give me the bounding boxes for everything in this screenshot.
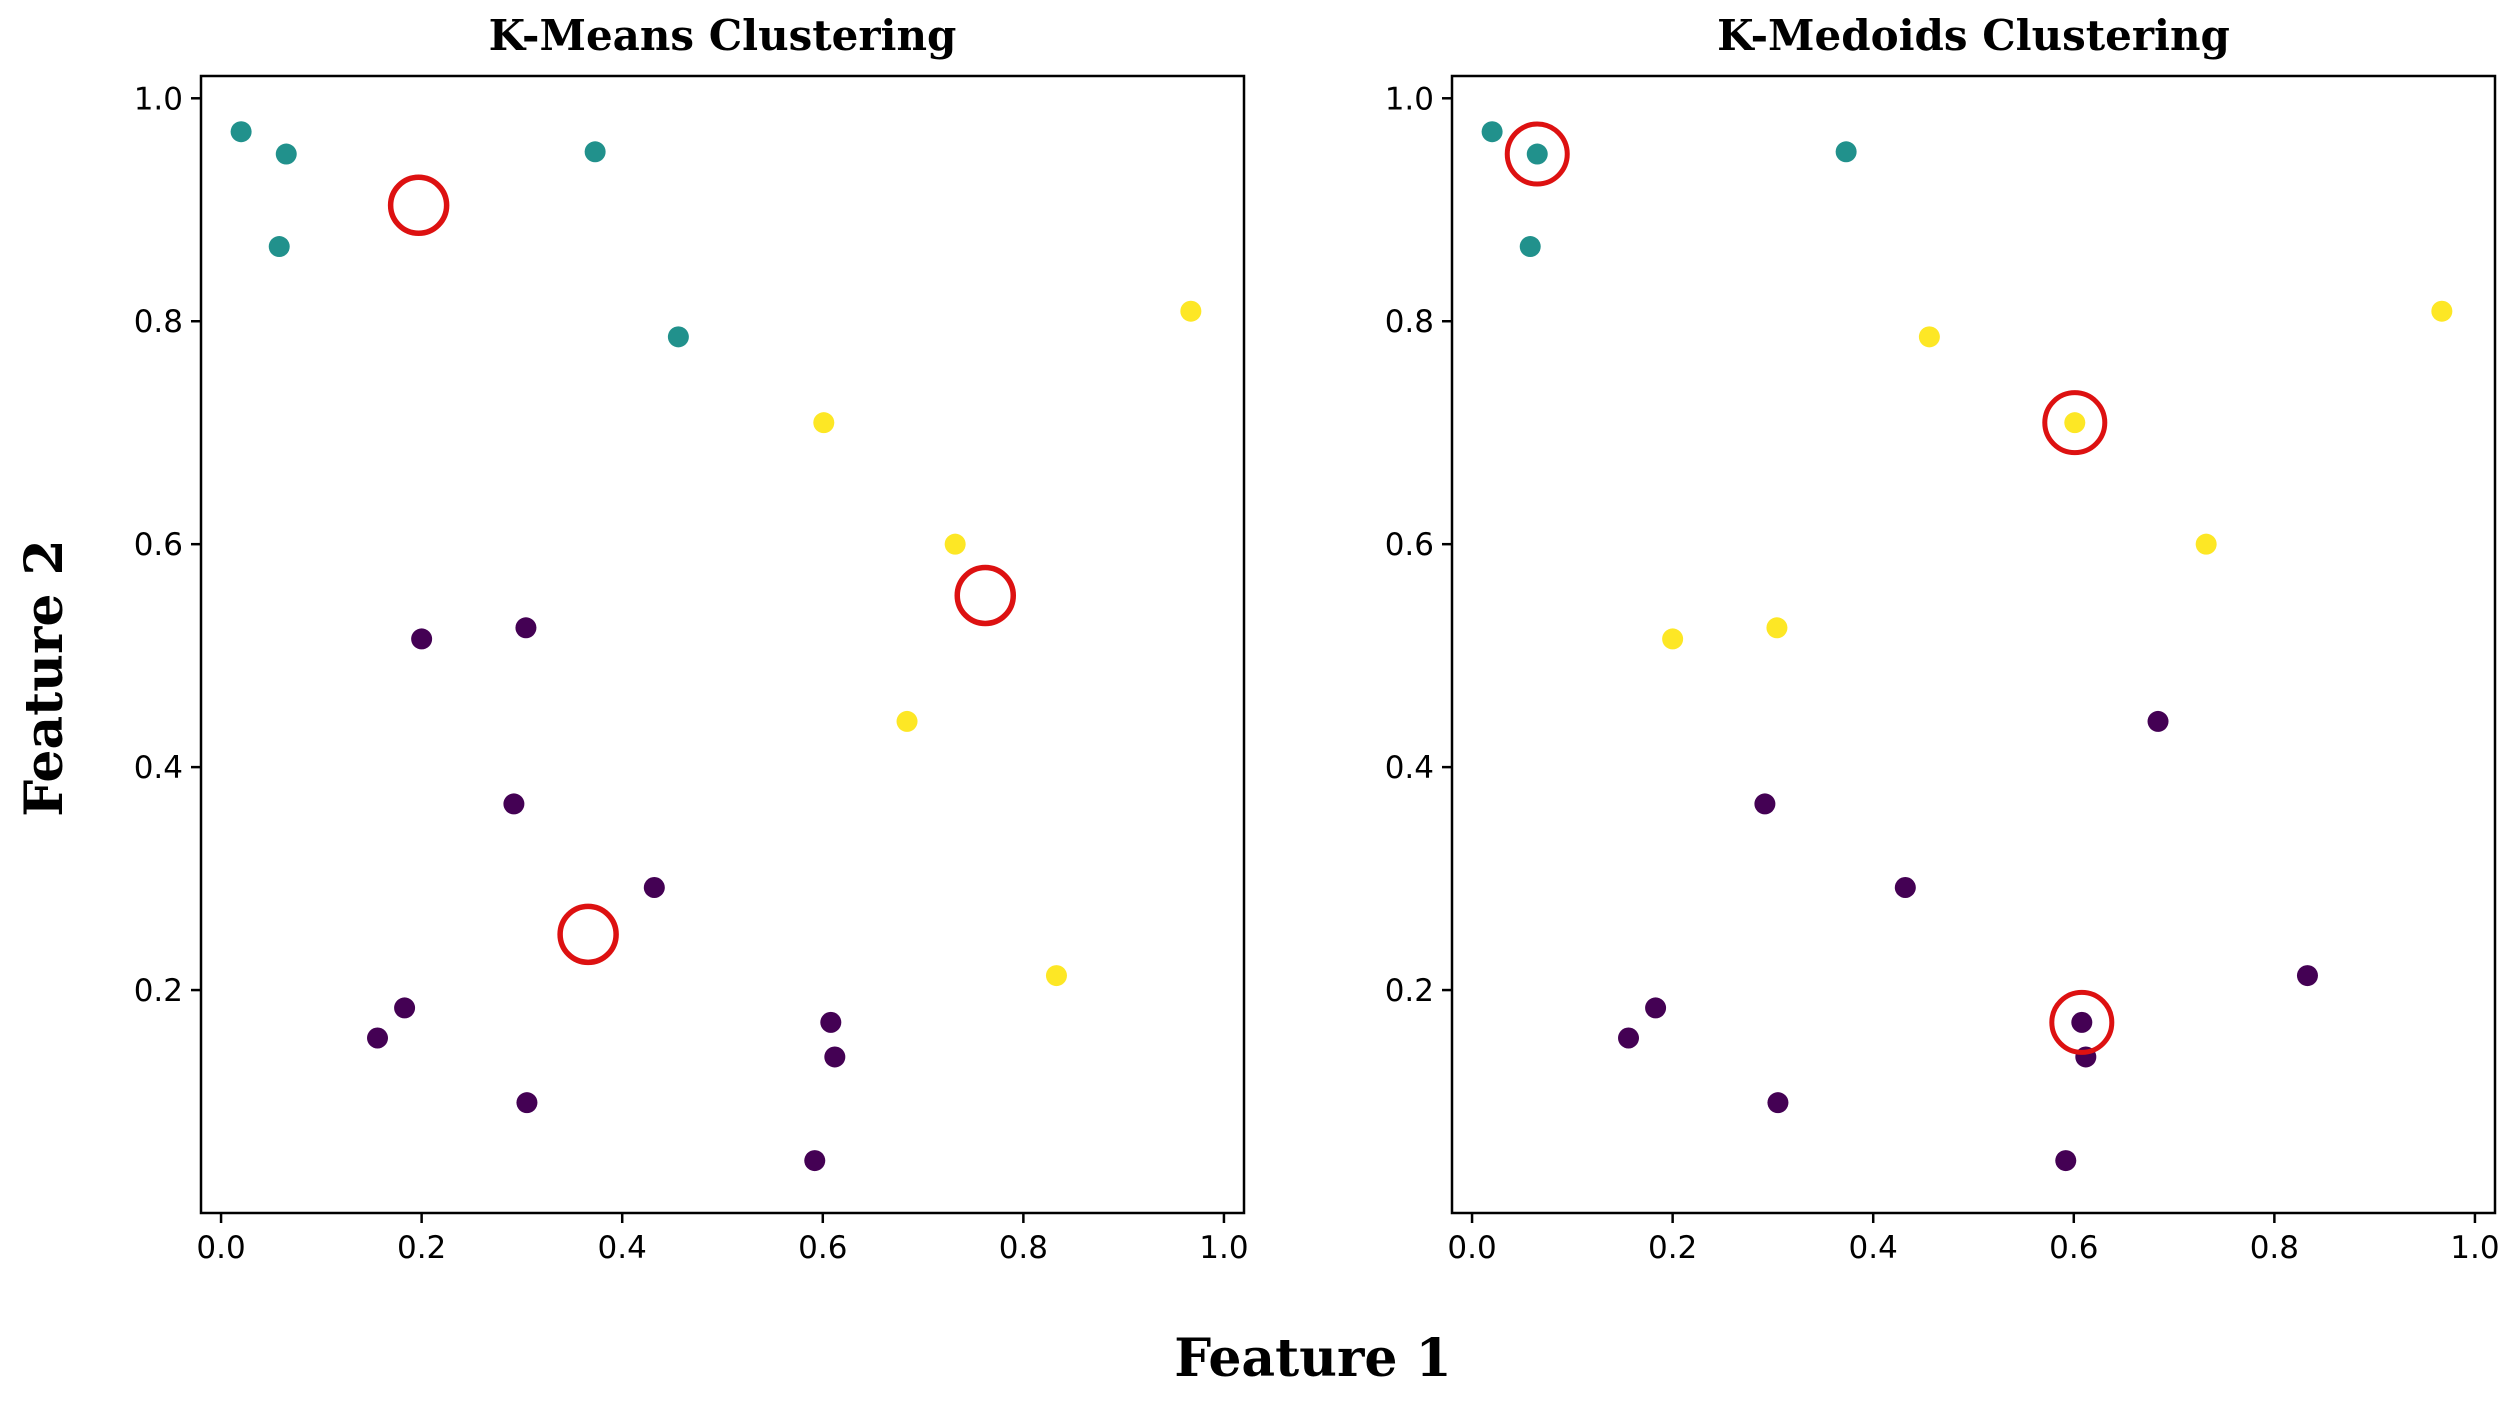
kmedoids-x-tick-label: 0.6 [2049,1230,2098,1266]
kmedoids-y-tick-label: 0.2 [1385,973,1434,1009]
kmedoids-point-teal [1519,236,1541,258]
kmedoids-point-yellow [2064,412,2086,434]
kmedoids-point-purple [2147,710,2169,732]
kmeans-point-purple [824,1046,846,1068]
kmeans-point-teal [584,141,606,163]
kmeans-point-teal [268,236,290,258]
kmedoids-medoid-marker [2042,390,2108,456]
kmeans-point-teal [230,121,252,143]
kmeans-point-purple [516,1092,538,1114]
kmedoids-point-purple [2071,1011,2093,1033]
y-axis-title: Feature 2 [14,539,75,816]
kmedoids-point-yellow [2431,300,2453,322]
kmedoids-point-purple [1618,1027,1640,1049]
kmedoids-x-tick-label: 0.2 [1648,1230,1697,1266]
kmedoids-x-tick-label: 0.4 [1849,1230,1898,1266]
kmedoids-medoid-marker [2049,989,2115,1055]
kmeans-y-tick-label: 1.0 [134,81,183,117]
kmeans-point-teal [275,143,297,165]
kmedoids-point-yellow [1918,326,1940,348]
kmeans-point-yellow [944,533,966,555]
kmeans-x-tick-label: 0.2 [397,1230,446,1266]
kmeans-point-purple [643,877,665,899]
kmedoids-point-teal [1526,143,1548,165]
kmedoids-y-tick-label: 1.0 [1385,81,1434,117]
kmeans-point-purple [820,1011,842,1033]
x-axis-title: Feature 1 [1174,1328,1451,1389]
kmeans-point-purple [411,628,433,650]
kmedoids-panel: K-Medoids Clustering 0.0 0.2 0.4 0.6 0.8 1.0 0.… [1385,11,2500,1266]
kmeans-y-tick-label: 0.2 [134,973,183,1009]
kmeans-point-yellow [896,710,918,732]
kmeans-point-teal [667,326,689,348]
kmedoids-x-tick-label: 0.8 [2250,1230,2299,1266]
kmeans-x-tick-label: 0.6 [798,1230,847,1266]
kmeans-y-tick-label: 0.8 [134,304,183,340]
kmeans-x-tick-label: 1.0 [1199,1230,1248,1266]
kmedoids-y-tick-label: 0.6 [1385,527,1434,563]
kmedoids-title: K-Medoids Clustering [1717,11,2230,60]
kmeans-point-purple [804,1150,826,1172]
kmedoids-x-tick-label: 1.0 [2450,1230,2499,1266]
kmeans-point-purple [503,793,525,815]
kmeans-point-yellow [1045,965,1067,987]
kmeans-point-purple [367,1027,389,1049]
kmedoids-point-teal [1481,121,1503,143]
kmedoids-y-tick-label: 0.4 [1385,750,1434,786]
kmeans-centroid-marker [954,564,1017,627]
kmedoids-point-teal [1835,141,1857,163]
kmeans-point-yellow [813,412,835,434]
kmedoids-point-purple [2296,965,2318,987]
kmedoids-plot-frame [1450,74,2497,1215]
kmedoids-point-yellow [1662,628,1684,650]
kmedoids-medoid-marker [1504,121,1570,187]
kmeans-point-purple [515,617,537,639]
kmeans-x-tick-label: 0.8 [999,1230,1048,1266]
kmedoids-point-purple [2055,1150,2077,1172]
kmeans-centroid-marker [557,903,619,966]
kmedoids-point-yellow [2195,533,2217,555]
kmeans-title: K-Means Clustering [489,11,957,60]
kmedoids-point-yellow [1766,617,1788,639]
kmeans-x-tick-label: 0.4 [598,1230,647,1266]
kmeans-point-yellow [1180,300,1202,322]
kmeans-panel: K-Means Clustering 0.0 0.2 0.4 0.6 0.8 1.0 0.2 0… [134,11,1249,1266]
kmedoids-point-purple [1645,997,1667,1019]
kmeans-y-tick-label: 0.6 [134,527,183,563]
kmedoids-x-tick-label: 0.0 [1447,1230,1496,1266]
kmedoids-y-tick-label: 0.8 [1385,304,1434,340]
kmeans-x-tick-label: 0.0 [196,1230,245,1266]
kmedoids-point-purple [1894,877,1916,899]
kmedoids-point-purple [1767,1092,1789,1114]
kmeans-plot-frame [199,74,1246,1215]
kmeans-centroid-marker [387,174,450,237]
kmeans-point-purple [394,997,416,1019]
kmedoids-point-purple [1754,793,1776,815]
kmeans-y-tick-label: 0.4 [134,750,183,786]
